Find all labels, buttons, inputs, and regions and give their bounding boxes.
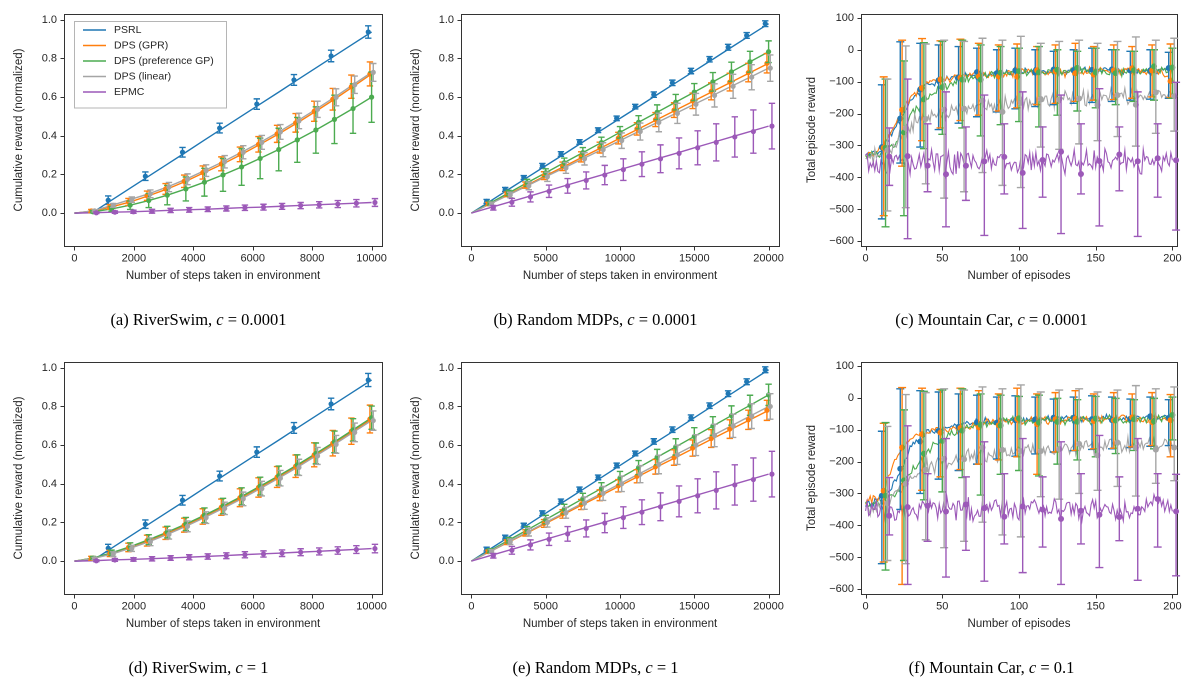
caption-value: = 0.1	[1036, 658, 1075, 677]
subplot-e: (e) Random MDPs, c = 1	[397, 348, 794, 696]
caption-value: = 0.0001	[1024, 310, 1088, 329]
caption-text: (d) RiverSwim,	[128, 658, 236, 677]
mountain-car-c0001-chart	[798, 4, 1185, 296]
caption-text: (f) Mountain Car,	[908, 658, 1029, 677]
caption-text: (a) RiverSwim,	[110, 310, 217, 329]
subplot-b-caption: (b) Random MDPs, c = 0.0001	[493, 310, 697, 330]
caption-math-var: c	[627, 310, 635, 329]
subplot-d-caption: (d) RiverSwim, c = 1	[129, 658, 269, 678]
caption-value: = 0.0001	[634, 310, 698, 329]
random-mdps-c1-chart	[402, 352, 789, 644]
caption-value: = 1	[242, 658, 269, 677]
caption-text: (e) Random MDPs,	[512, 658, 646, 677]
subplot-a: (a) RiverSwim, c = 0.0001	[0, 0, 397, 348]
random-mdps-c0001-chart	[402, 4, 789, 296]
subplot-d: (d) RiverSwim, c = 1	[0, 348, 397, 696]
caption-math-var: c	[1017, 310, 1025, 329]
subplot-a-caption: (a) RiverSwim, c = 0.0001	[110, 310, 286, 330]
caption-text: (c) Mountain Car,	[895, 310, 1018, 329]
caption-math-var: c	[1028, 658, 1037, 677]
riverswim-c1-chart	[5, 352, 392, 644]
riverswim-c0001-chart	[5, 4, 392, 296]
caption-text: (b) Random MDPs,	[493, 310, 628, 329]
subplot-f: (f) Mountain Car, c = 0.1	[794, 348, 1189, 696]
caption-value: = 0.0001	[223, 310, 287, 329]
caption-math-var: c	[235, 658, 243, 677]
subplot-b: (b) Random MDPs, c = 0.0001	[397, 0, 794, 348]
subplot-c-caption: (c) Mountain Car, c = 0.0001	[895, 310, 1087, 330]
mountain-car-c01-chart	[798, 352, 1185, 644]
subplot-e-caption: (e) Random MDPs, c = 1	[512, 658, 678, 678]
subplot-f-caption: (f) Mountain Car, c = 0.1	[909, 658, 1075, 678]
caption-math-var: c	[216, 310, 224, 329]
caption-value: = 1	[652, 658, 679, 677]
caption-math-var: c	[645, 658, 653, 677]
subplot-c: (c) Mountain Car, c = 0.0001	[794, 0, 1189, 348]
